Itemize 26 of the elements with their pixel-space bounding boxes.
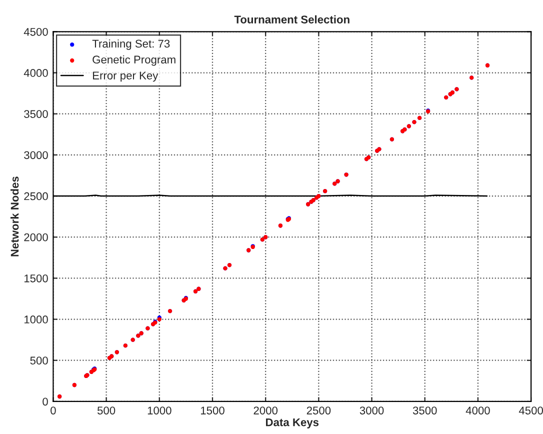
- y-tick-label: 1500: [24, 274, 48, 282]
- legend-label: Training Set: 73: [92, 39, 170, 50]
- chart-title: Tournament Selection: [234, 15, 350, 24]
- y-tick-label: 500: [30, 356, 48, 364]
- x-axis-title: Data Keys: [266, 418, 319, 428]
- y-tick-label: 2000: [24, 233, 48, 242]
- y-tick-label: 1000: [24, 316, 48, 324]
- x-tick-label: 500: [97, 406, 116, 414]
- x-tick-label: 2500: [306, 406, 331, 414]
- y-tick-label: 4500: [24, 28, 48, 36]
- x-tick-label: 1500: [200, 406, 224, 414]
- y-tick-label: 3500: [24, 110, 48, 118]
- legend-label: Error per Key: [93, 72, 158, 82]
- x-tick-label: 3000: [360, 406, 384, 414]
- x-tick-label: 3500: [412, 406, 437, 414]
- x-tick-label: 4500: [518, 406, 543, 414]
- x-tick-label: 1000: [148, 406, 172, 414]
- y-tick-label: 2500: [24, 192, 48, 200]
- x-tick-label: 4000: [466, 406, 490, 414]
- y-axis-title: Network Nodes: [10, 176, 19, 256]
- y-tick-label: 3000: [24, 151, 48, 160]
- y-tick-label: 4000: [24, 69, 48, 77]
- x-tick-label: 2000: [254, 406, 278, 414]
- y-tick-label: 0: [42, 398, 48, 406]
- legend-label: Genetic Program: [92, 55, 176, 66]
- x-tick-label: 0: [50, 406, 56, 414]
